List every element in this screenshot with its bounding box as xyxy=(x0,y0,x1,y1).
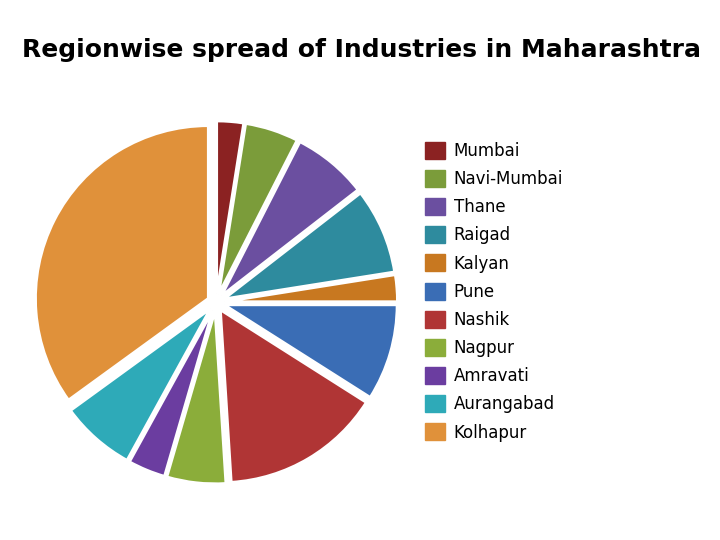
Wedge shape xyxy=(35,126,208,400)
Wedge shape xyxy=(220,310,366,482)
Wedge shape xyxy=(130,310,212,476)
Wedge shape xyxy=(225,275,397,302)
Wedge shape xyxy=(225,305,397,397)
Legend: Mumbai, Navi-Mumbai, Thane, Raigad, Kalyan, Pune, Nashik, Nagpur, Amravati, Aura: Mumbai, Navi-Mumbai, Thane, Raigad, Kaly… xyxy=(419,135,570,448)
Text: Regionwise spread of Industries in Maharashtra: Regionwise spread of Industries in Mahar… xyxy=(22,38,701,62)
Wedge shape xyxy=(167,311,226,484)
Wedge shape xyxy=(219,124,297,294)
Wedge shape xyxy=(71,309,210,460)
Wedge shape xyxy=(224,193,395,299)
Wedge shape xyxy=(222,142,358,296)
Wedge shape xyxy=(217,121,243,294)
